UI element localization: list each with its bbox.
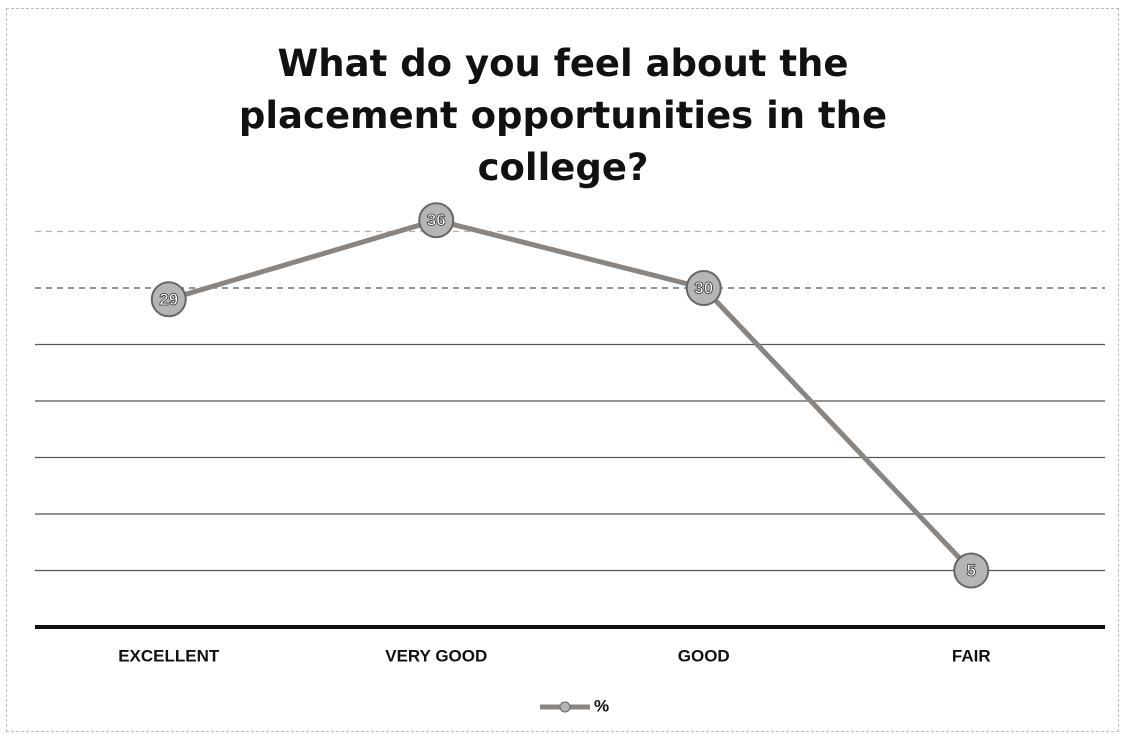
line: [168, 217, 974, 573]
data-label: 30: [694, 278, 713, 297]
x-tick-label: GOOD: [678, 646, 730, 665]
chart-frame: [6, 8, 1119, 732]
marker: [418, 202, 455, 239]
marker: [150, 281, 187, 318]
marker: [953, 552, 990, 589]
data-label: 36: [427, 211, 446, 230]
chart-title: What do you feel about the placement opp…: [238, 42, 888, 189]
x-tick-label: EXCELLENT: [118, 646, 220, 665]
x-tick-label: VERY GOOD: [385, 646, 487, 665]
legend-marker: [559, 701, 571, 713]
marker: [685, 270, 722, 306]
legend-label: %: [594, 696, 609, 715]
x-tick-label: FAIR: [952, 646, 991, 665]
data-label: 5: [967, 561, 976, 580]
data-label: 29: [159, 290, 178, 309]
